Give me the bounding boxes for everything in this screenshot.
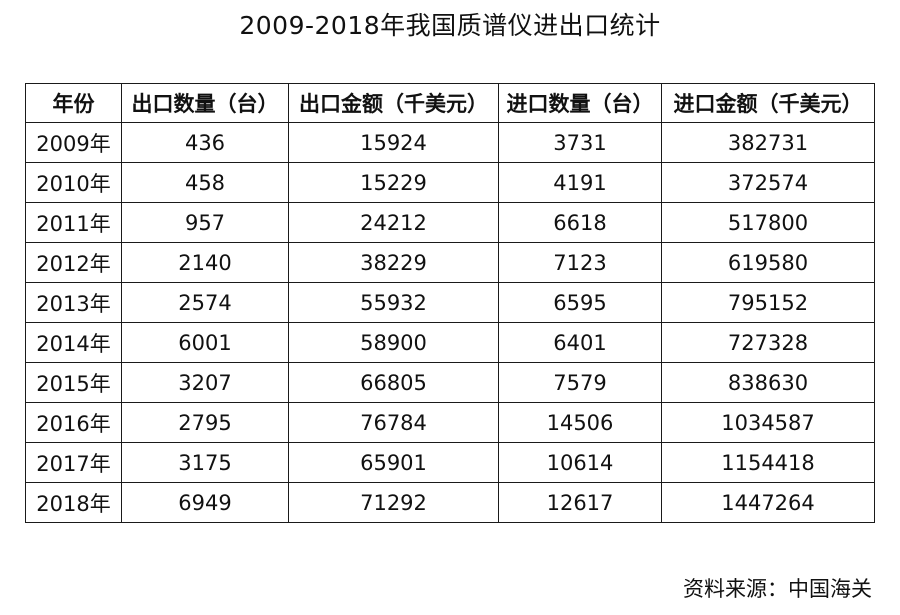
data-table: 年份 出口数量（台） 出口金额（千美元） 进口数量（台） 进口金额（千美元） 2…	[25, 83, 875, 523]
table-row: 2018年 6949 71292 12617 1447264	[25, 482, 875, 523]
cell-export-quantity: 2574	[121, 282, 289, 323]
cell-export-amount: 15924	[288, 122, 499, 163]
table-row: 2014年 6001 58900 6401 727328	[25, 322, 875, 363]
table-header-row: 年份 出口数量（台） 出口金额（千美元） 进口数量（台） 进口金额（千美元）	[25, 83, 875, 123]
cell-year: 2017年	[25, 442, 122, 483]
cell-export-amount: 38229	[288, 242, 499, 283]
cell-export-quantity: 6001	[121, 322, 289, 363]
cell-export-amount: 76784	[288, 402, 499, 443]
table-row: 2013年 2574 55932 6595 795152	[25, 282, 875, 323]
cell-export-amount: 58900	[288, 322, 499, 363]
cell-import-amount: 727328	[661, 322, 875, 363]
cell-import-amount: 795152	[661, 282, 875, 323]
cell-import-amount: 1154418	[661, 442, 875, 483]
cell-import-amount: 1447264	[661, 482, 875, 523]
header-export-quantity: 出口数量（台）	[121, 83, 289, 123]
table-row: 2017年 3175 65901 10614 1154418	[25, 442, 875, 483]
cell-year: 2016年	[25, 402, 122, 443]
cell-import-amount: 382731	[661, 122, 875, 163]
cell-import-quantity: 10614	[498, 442, 662, 483]
cell-year: 2018年	[25, 482, 122, 523]
cell-export-amount: 66805	[288, 362, 499, 403]
table-row: 2010年 458 15229 4191 372574	[25, 162, 875, 203]
cell-export-quantity: 2140	[121, 242, 289, 283]
cell-import-quantity: 6401	[498, 322, 662, 363]
cell-import-quantity: 4191	[498, 162, 662, 203]
cell-import-quantity: 6595	[498, 282, 662, 323]
cell-import-quantity: 6618	[498, 202, 662, 243]
cell-import-amount: 372574	[661, 162, 875, 203]
cell-year: 2015年	[25, 362, 122, 403]
cell-export-quantity: 6949	[121, 482, 289, 523]
cell-export-amount: 71292	[288, 482, 499, 523]
cell-year: 2013年	[25, 282, 122, 323]
table-row: 2009年 436 15924 3731 382731	[25, 122, 875, 163]
cell-year: 2010年	[25, 162, 122, 203]
table-row: 2012年 2140 38229 7123 619580	[25, 242, 875, 283]
cell-year: 2012年	[25, 242, 122, 283]
cell-export-amount: 24212	[288, 202, 499, 243]
table-body: 2009年 436 15924 3731 382731 2010年 458 15229 4191…	[25, 122, 875, 523]
cell-export-quantity: 3207	[121, 362, 289, 403]
cell-export-quantity: 436	[121, 122, 289, 163]
cell-export-amount: 65901	[288, 442, 499, 483]
cell-export-amount: 15229	[288, 162, 499, 203]
cell-year: 2009年	[25, 122, 122, 163]
cell-import-quantity: 3731	[498, 122, 662, 163]
cell-import-quantity: 14506	[498, 402, 662, 443]
table-row: 2011年 957 24212 6618 517800	[25, 202, 875, 243]
header-export-amount: 出口金额（千美元）	[288, 83, 499, 123]
cell-import-quantity: 7123	[498, 242, 662, 283]
chart-title: 2009-2018年我国质谱仪进出口统计	[239, 11, 661, 40]
table-row: 2015年 3207 66805 7579 838630	[25, 362, 875, 403]
header-import-quantity: 进口数量（台）	[498, 83, 662, 123]
cell-export-quantity: 957	[121, 202, 289, 243]
cell-import-amount: 1034587	[661, 402, 875, 443]
header-import-amount: 进口金额（千美元）	[661, 83, 875, 123]
cell-export-quantity: 3175	[121, 442, 289, 483]
cell-import-amount: 619580	[661, 242, 875, 283]
source-note: 资料来源：中国海关	[683, 577, 872, 601]
cell-import-quantity: 7579	[498, 362, 662, 403]
cell-import-amount: 517800	[661, 202, 875, 243]
cell-export-quantity: 2795	[121, 402, 289, 443]
cell-export-quantity: 458	[121, 162, 289, 203]
header-year: 年份	[25, 83, 122, 123]
cell-year: 2011年	[25, 202, 122, 243]
cell-year: 2014年	[25, 322, 122, 363]
cell-import-quantity: 12617	[498, 482, 662, 523]
table-row: 2016年 2795 76784 14506 1034587	[25, 402, 875, 443]
cell-import-amount: 838630	[661, 362, 875, 403]
cell-export-amount: 55932	[288, 282, 499, 323]
